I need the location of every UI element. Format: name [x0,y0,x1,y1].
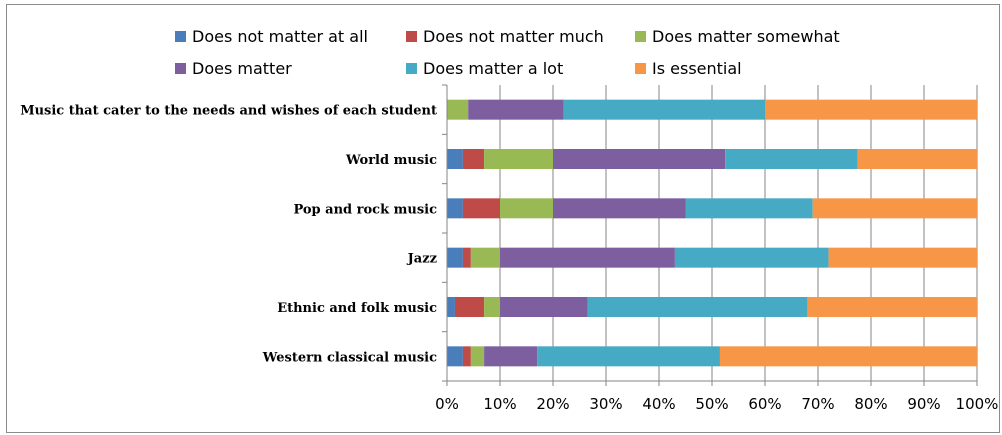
bar-segment-is-essential [807,297,977,317]
legend-label: Does not matter at all [192,27,368,46]
x-tick-label: 40% [642,395,675,413]
legend-label: Does not matter much [423,27,604,46]
bar-segment-is-essential [857,149,977,169]
bar-segment-does-not-matter-much [462,198,500,219]
bar-segment-is-essential [812,198,977,219]
legend-swatch-does-matter [175,63,186,74]
legend-label: Does matter [192,59,292,78]
legend-label: Is essential [652,59,742,78]
bar-segment-does-matter-somewhat [484,149,553,169]
legend-label: Does matter somewhat [652,27,840,46]
legend-swatch-does-matter-a-lot [406,63,417,74]
bar-segment-does-not-matter-at-all [447,297,455,317]
category-label: Pop and rock music [293,202,437,217]
legend: Does not matter at all Does not matter mu… [175,27,840,78]
x-tick-label: 30% [589,395,622,413]
bar-segment-does-not-matter-much [454,297,485,317]
bar-segment-does-not-matter-at-all [447,247,463,268]
bar-segment-does-matter-a-lot [725,149,858,169]
x-tick-label: 0% [435,395,459,413]
legend-swatch-is-essential [635,63,646,74]
bar-segment-does-not-matter-much [462,346,471,367]
x-tick-label: 10% [483,395,516,413]
bar-segment-does-matter [553,149,726,169]
bar-segment-does-matter [484,346,538,367]
bar-segment-is-essential [828,247,977,268]
bar-segment-does-not-matter-much [462,149,485,169]
bar-segment-does-matter-somewhat [470,346,485,367]
bar-segment-does-matter [553,198,686,219]
category-label: Western classical music [262,350,437,365]
bar-segment-does-matter-a-lot [537,346,720,367]
bar-segment-does-matter-a-lot [674,247,829,268]
x-tick-label: 60% [748,395,781,413]
legend-swatch-does-not-matter-at-all [175,31,186,42]
x-tick-label: 50% [695,395,728,413]
x-tick-labels: 0% 10% 20% 30% 40% 50% 60% 70% 80% 90% 100% [435,395,998,413]
legend-label: Does matter a lot [423,59,563,78]
legend-swatch-does-not-matter-much [406,31,417,42]
bar-segment-is-essential [719,346,977,367]
bar-segment-is-essential [765,99,977,120]
bars [447,99,977,367]
bar-segment-does-matter-a-lot [587,297,808,317]
gridlines [499,85,978,381]
stacked-bar-chart: Music that cater to the needs and wishes… [20,27,998,413]
x-tick-label: 80% [854,395,887,413]
axes [442,84,978,386]
bar-segment-does-not-matter-much [462,247,471,268]
bar-segment-does-matter-somewhat [500,198,553,219]
chart-frame: Music that cater to the needs and wishes… [6,4,1000,433]
category-label: Music that cater to the needs and wishes… [20,104,437,119]
legend-swatch-does-matter-somewhat [635,31,646,42]
bar-segment-does-matter-somewhat [447,99,469,120]
x-tick-label: 90% [907,395,940,413]
bar-segment-does-matter-a-lot [685,198,813,219]
bar-segment-does-matter-a-lot [563,99,765,120]
bar-segment-does-not-matter-at-all [447,346,463,367]
category-label: Jazz [407,252,437,267]
bar-segment-does-not-matter-at-all [447,198,463,219]
category-labels: Music that cater to the needs and wishes… [20,104,437,366]
bar-segment-does-matter-somewhat [484,297,500,317]
x-tick-label: 70% [801,395,834,413]
bar-segment-does-matter-somewhat [470,247,500,268]
bar-segment-does-matter [468,99,564,120]
bar-segment-does-matter [500,247,675,268]
x-tick-label: 20% [536,395,569,413]
category-label: Ethnic and folk music [277,301,437,316]
category-label: World music [345,153,437,168]
x-tick-label: 100% [956,395,999,413]
bar-segment-does-not-matter-at-all [447,149,463,169]
bar-segment-does-matter [500,297,588,317]
